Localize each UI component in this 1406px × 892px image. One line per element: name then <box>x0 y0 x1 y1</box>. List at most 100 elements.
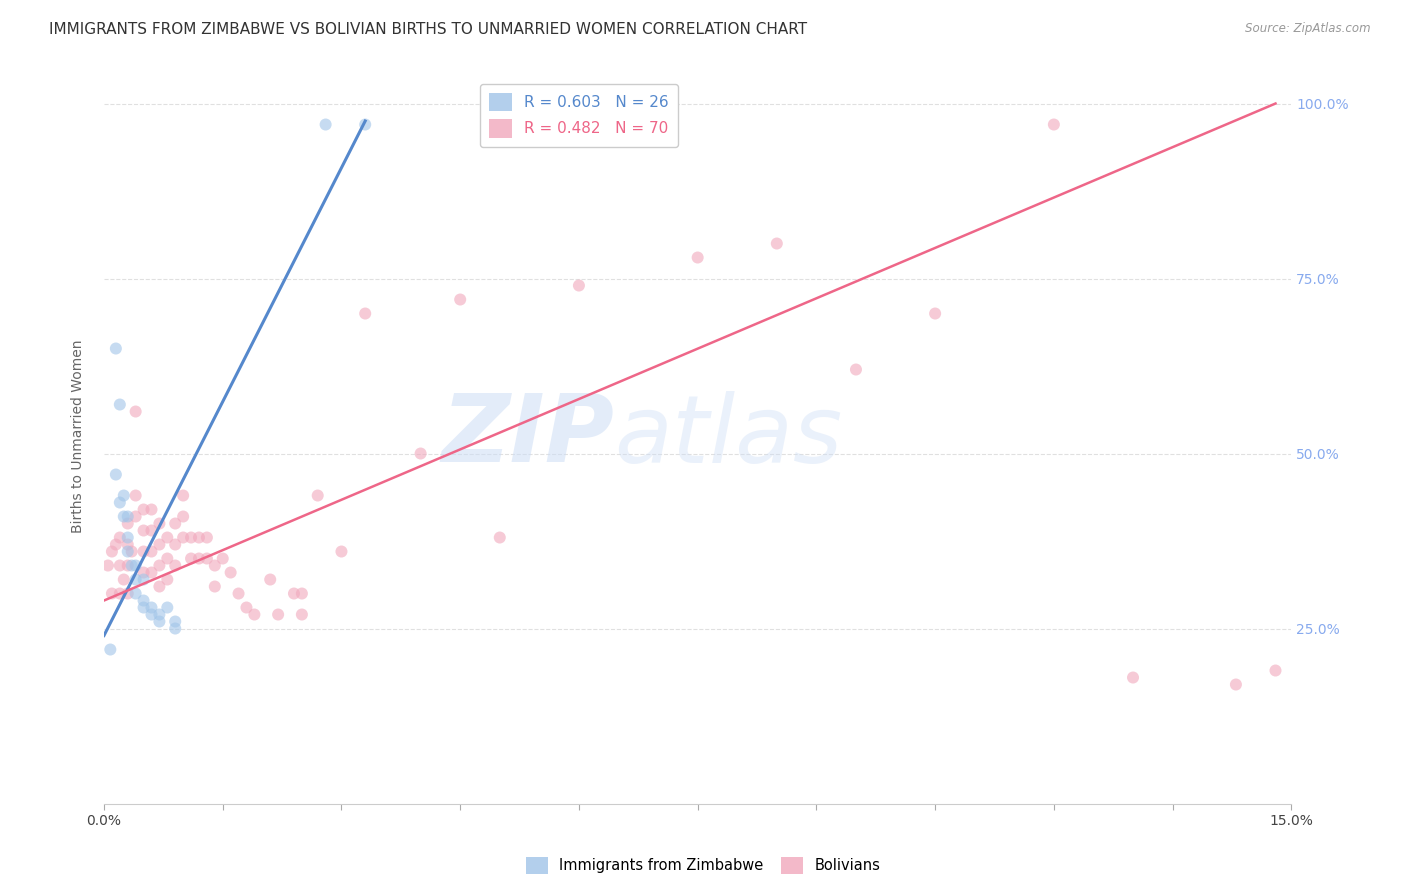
Point <box>1122 671 1144 685</box>
Point <box>132 544 155 558</box>
Point <box>148 580 170 594</box>
Point <box>104 537 127 551</box>
Point <box>315 118 337 132</box>
Point <box>354 118 377 132</box>
Text: IMMIGRANTS FROM ZIMBABWE VS BOLIVIAN BIRTHS TO UNMARRIED WOMEN CORRELATION CHART: IMMIGRANTS FROM ZIMBABWE VS BOLIVIAN BIR… <box>49 22 807 37</box>
Point <box>124 586 146 600</box>
Point <box>165 558 187 573</box>
Point <box>117 516 139 531</box>
Point <box>165 615 187 629</box>
Point <box>156 600 179 615</box>
Point <box>148 516 170 531</box>
Text: atlas: atlas <box>614 391 842 482</box>
Point <box>924 306 946 320</box>
Point <box>132 524 155 538</box>
Point <box>330 544 353 558</box>
Point <box>132 573 155 587</box>
Point <box>354 306 377 320</box>
Point <box>141 600 163 615</box>
Point <box>259 573 281 587</box>
Point <box>409 446 432 460</box>
Point <box>180 531 202 545</box>
Point <box>112 489 135 503</box>
Point <box>124 489 146 503</box>
Point <box>568 278 591 293</box>
Point <box>204 580 226 594</box>
Point <box>219 566 242 580</box>
Point <box>117 558 139 573</box>
Point <box>132 566 155 580</box>
Point <box>180 551 202 566</box>
Point <box>188 551 211 566</box>
Point <box>108 531 131 545</box>
Point <box>172 531 194 545</box>
Y-axis label: Births to Unmarried Women: Births to Unmarried Women <box>72 339 86 533</box>
Legend: Immigrants from Zimbabwe, Bolivians: Immigrants from Zimbabwe, Bolivians <box>520 851 886 880</box>
Point <box>235 600 257 615</box>
Point <box>98 642 121 657</box>
Point <box>141 607 163 622</box>
Point <box>132 600 155 615</box>
Point <box>156 531 179 545</box>
Point <box>172 489 194 503</box>
Point <box>228 586 250 600</box>
Point <box>121 544 143 558</box>
Point <box>449 293 471 307</box>
Point <box>108 558 131 573</box>
Point <box>1043 118 1066 132</box>
Point <box>117 531 139 545</box>
Point <box>141 502 163 516</box>
Point <box>488 531 510 545</box>
Point <box>845 362 868 376</box>
Point <box>1264 664 1286 678</box>
Point <box>204 558 226 573</box>
Point <box>165 622 187 636</box>
Point <box>148 537 170 551</box>
Point <box>132 593 155 607</box>
Point <box>148 615 170 629</box>
Point <box>108 495 131 509</box>
Point <box>101 586 124 600</box>
Point <box>124 558 146 573</box>
Point <box>188 531 211 545</box>
Point <box>112 509 135 524</box>
Point <box>141 524 163 538</box>
Point <box>267 607 290 622</box>
Point <box>291 586 314 600</box>
Point <box>307 489 329 503</box>
Point <box>195 531 218 545</box>
Point <box>97 558 120 573</box>
Point <box>117 586 139 600</box>
Point <box>104 342 127 356</box>
Point <box>108 586 131 600</box>
Point <box>686 251 709 265</box>
Point <box>141 544 163 558</box>
Point <box>101 544 124 558</box>
Text: Source: ZipAtlas.com: Source: ZipAtlas.com <box>1246 22 1371 36</box>
Point <box>243 607 266 622</box>
Point <box>291 607 314 622</box>
Text: ZIP: ZIP <box>441 390 614 482</box>
Point <box>211 551 233 566</box>
Point <box>283 586 305 600</box>
Point <box>104 467 127 482</box>
Point <box>108 397 131 411</box>
Point <box>117 544 139 558</box>
Point <box>141 566 163 580</box>
Legend: R = 0.603   N = 26, R = 0.482   N = 70: R = 0.603 N = 26, R = 0.482 N = 70 <box>479 84 678 147</box>
Point <box>165 537 187 551</box>
Point <box>156 551 179 566</box>
Point <box>156 573 179 587</box>
Point <box>148 607 170 622</box>
Point <box>1225 677 1247 691</box>
Point <box>124 404 146 418</box>
Point <box>195 551 218 566</box>
Point <box>117 537 139 551</box>
Point <box>117 509 139 524</box>
Point <box>112 573 135 587</box>
Point <box>124 509 146 524</box>
Point <box>132 502 155 516</box>
Point <box>124 573 146 587</box>
Point <box>121 558 143 573</box>
Point <box>165 516 187 531</box>
